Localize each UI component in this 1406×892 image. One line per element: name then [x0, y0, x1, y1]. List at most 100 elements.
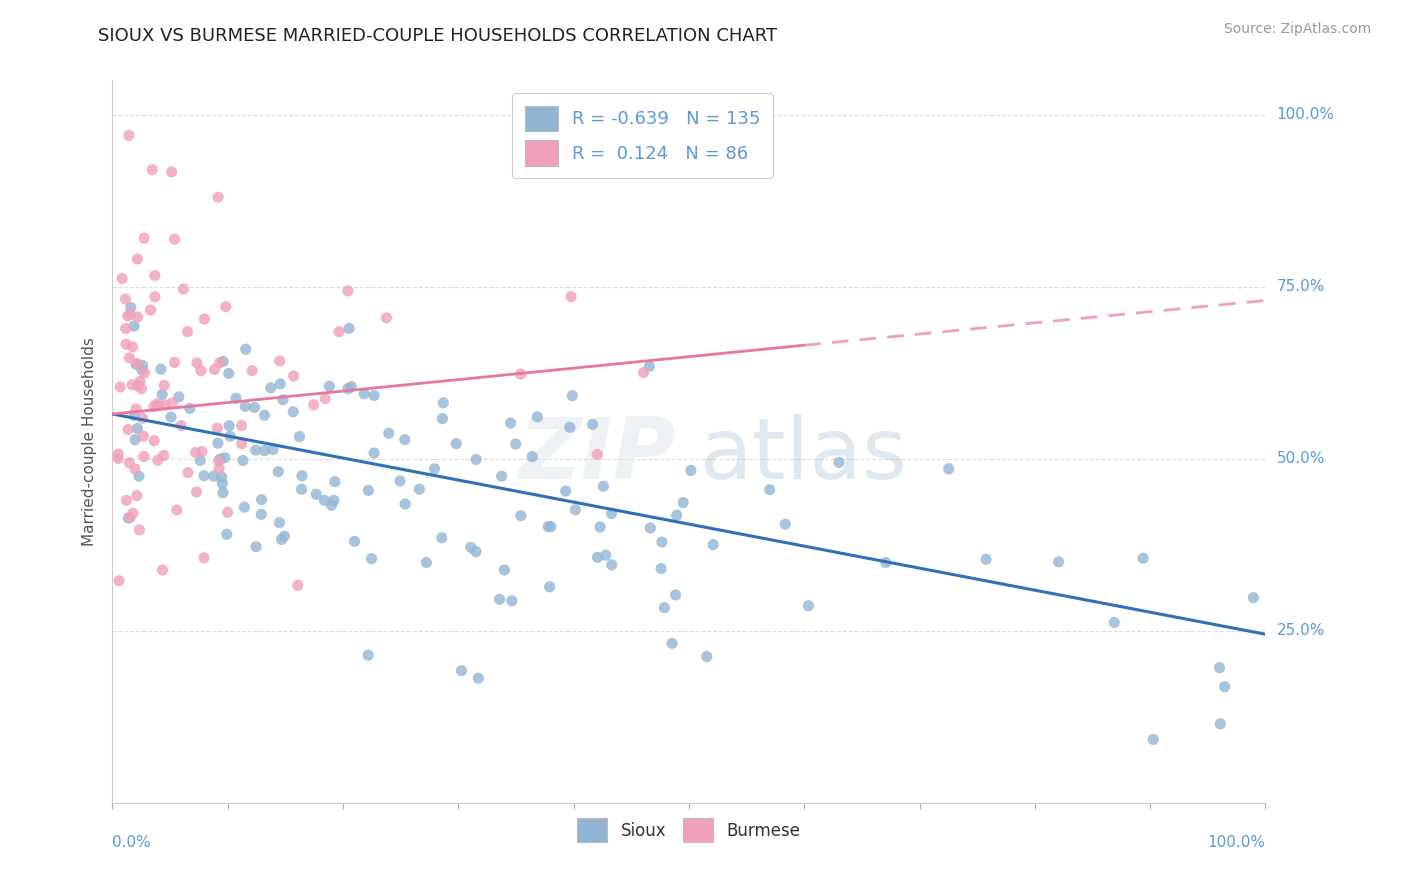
Point: [217, 505, 239, 519]
Point: [564, 503, 586, 517]
Point: [127, 379, 149, 393]
Point: [214, 450, 236, 465]
Point: [122, 319, 145, 334]
Text: Source: ZipAtlas.com: Source: ZipAtlas.com: [1223, 22, 1371, 37]
Point: [176, 325, 198, 339]
Point: [538, 580, 561, 594]
Point: [111, 271, 134, 285]
Point: [211, 470, 233, 484]
Point: [132, 450, 155, 464]
Point: [125, 489, 148, 503]
Point: [592, 479, 614, 493]
Point: [363, 388, 385, 402]
Point: [1047, 555, 1070, 569]
Text: 0.0%: 0.0%: [112, 835, 152, 850]
Point: [270, 533, 292, 547]
Point: [193, 312, 215, 326]
Point: [554, 483, 576, 498]
Point: [108, 574, 131, 588]
Point: [430, 531, 453, 545]
Point: [127, 421, 149, 435]
Point: [499, 416, 522, 430]
Point: [494, 563, 516, 577]
Point: [243, 401, 266, 415]
Point: [357, 483, 380, 498]
Point: [118, 351, 141, 365]
Text: 100.0%: 100.0%: [1277, 107, 1334, 122]
Point: [501, 594, 523, 608]
Point: [560, 290, 582, 304]
Point: [153, 398, 176, 412]
Point: [114, 292, 136, 306]
Point: [121, 340, 143, 354]
Point: [415, 556, 437, 570]
Point: [207, 190, 229, 204]
Point: [336, 382, 359, 396]
Point: [121, 377, 143, 392]
Point: [108, 380, 131, 394]
Point: [204, 362, 226, 376]
Point: [128, 523, 150, 537]
Point: [600, 558, 623, 572]
Point: [107, 447, 129, 461]
Point: [321, 498, 343, 512]
Point: [1213, 680, 1236, 694]
Point: [132, 429, 155, 443]
Point: [696, 649, 718, 664]
Point: [394, 497, 416, 511]
Point: [127, 310, 149, 324]
Point: [107, 451, 129, 466]
Point: [375, 310, 398, 325]
Point: [273, 529, 295, 543]
Point: [595, 548, 617, 562]
Point: [1142, 732, 1164, 747]
Point: [269, 516, 291, 530]
Point: [114, 321, 136, 335]
Point: [208, 461, 231, 475]
Point: [233, 500, 256, 515]
Point: [665, 508, 688, 523]
Point: [253, 443, 276, 458]
Point: [522, 450, 544, 464]
Point: [186, 356, 208, 370]
Point: [166, 503, 188, 517]
Point: [638, 359, 661, 374]
Point: [118, 128, 141, 143]
Point: [115, 493, 138, 508]
Text: SIOUX VS BURMESE MARRIED-COUPLE HOUSEHOLDS CORRELATION CHART: SIOUX VS BURMESE MARRIED-COUPLE HOUSEHOL…: [98, 27, 778, 45]
Point: [467, 671, 489, 685]
Point: [509, 508, 531, 523]
Point: [209, 451, 232, 466]
Point: [124, 409, 146, 423]
Point: [465, 452, 488, 467]
Point: [586, 550, 609, 565]
Point: [184, 445, 207, 459]
Point: [202, 469, 225, 483]
Point: [179, 401, 201, 416]
Point: [758, 483, 780, 497]
Point: [302, 398, 325, 412]
Point: [152, 449, 174, 463]
Point: [336, 284, 359, 298]
Point: [146, 453, 169, 467]
Point: [589, 520, 612, 534]
Point: [465, 544, 488, 558]
Point: [672, 495, 695, 509]
Point: [305, 487, 328, 501]
Point: [160, 410, 183, 425]
Point: [143, 400, 166, 414]
Point: [127, 252, 149, 266]
Point: [561, 389, 583, 403]
Point: [131, 382, 153, 396]
Point: [444, 436, 467, 450]
Point: [558, 420, 581, 434]
Point: [128, 469, 150, 483]
Point: [702, 538, 724, 552]
Point: [146, 399, 169, 413]
Point: [288, 429, 311, 443]
Point: [232, 453, 254, 467]
Point: [283, 405, 305, 419]
Point: [260, 381, 283, 395]
Point: [120, 301, 142, 315]
Point: [131, 411, 153, 425]
